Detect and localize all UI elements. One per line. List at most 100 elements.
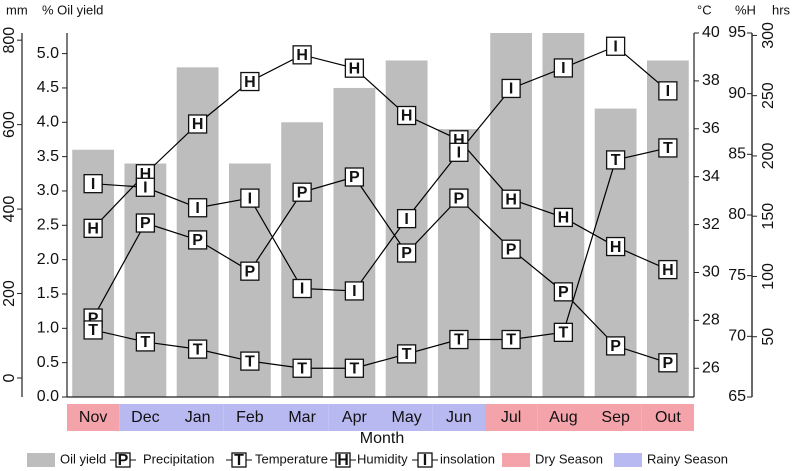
marker-letter: T xyxy=(245,353,255,370)
marker: P xyxy=(396,243,417,263)
season-cell xyxy=(641,404,694,431)
season-cell xyxy=(589,404,642,431)
y4-axis-label: %H xyxy=(735,2,756,17)
marker-box xyxy=(658,81,678,101)
marker: P xyxy=(553,282,574,302)
marker-letter: H xyxy=(662,262,674,279)
legend-label: Dry Season xyxy=(535,451,603,466)
marker-letter: I xyxy=(423,452,427,469)
marker-letter: T xyxy=(297,360,307,377)
marker-box xyxy=(449,188,469,208)
marker: P xyxy=(605,336,626,356)
marker-letter: H xyxy=(337,452,349,469)
marker-letter: T xyxy=(349,360,359,377)
marker: I xyxy=(449,142,469,162)
marker: H xyxy=(344,58,365,78)
legend-swatch xyxy=(27,453,55,467)
y-tick-label: 0.0 xyxy=(37,388,59,405)
season-cell xyxy=(119,404,172,431)
marker: H xyxy=(292,45,312,65)
marker: I xyxy=(417,452,433,469)
marker: T xyxy=(605,150,626,170)
y4-tick-label: 65 xyxy=(728,388,746,405)
marker: P xyxy=(344,167,365,187)
marker-letter: I xyxy=(352,283,356,300)
marker-box xyxy=(553,322,574,342)
y2-tick-label: 200 xyxy=(1,280,18,307)
marker-box xyxy=(83,218,103,238)
marker-box xyxy=(605,36,626,56)
marker: T xyxy=(187,339,208,359)
x-tick-label: Apr xyxy=(342,409,368,426)
marker-box xyxy=(605,150,626,170)
marker-letter: I xyxy=(613,38,617,55)
legend-label: Temperature xyxy=(255,451,328,466)
y3-tick-label: 30 xyxy=(702,264,720,281)
marker-letter: T xyxy=(140,334,150,351)
y3-tick-label: 40 xyxy=(702,24,720,41)
marker-box xyxy=(231,452,247,468)
marker-box xyxy=(335,452,351,468)
legend-swatch xyxy=(614,453,642,467)
marker-letter: H xyxy=(244,74,256,91)
season-cell xyxy=(223,404,276,431)
marker-box xyxy=(553,58,574,78)
marker-letter: H xyxy=(558,210,570,227)
y3-tick-label: 34 xyxy=(702,168,720,185)
marker-letter: I xyxy=(404,211,408,228)
marker-letter: H xyxy=(610,239,622,256)
season-cell xyxy=(67,404,120,431)
marker-box xyxy=(344,281,365,301)
y3-tick-label: 32 xyxy=(702,216,720,233)
bar xyxy=(437,129,480,397)
marker-box xyxy=(240,188,260,208)
y5-tick-label: 300 xyxy=(760,22,777,49)
marker-box xyxy=(344,358,365,378)
marker-letter: I xyxy=(91,176,95,193)
x-tick-label: Sep xyxy=(601,409,630,426)
marker-letter: P xyxy=(663,355,674,372)
marker-letter: I xyxy=(509,81,513,98)
y-tick-label: 1.0 xyxy=(37,320,59,337)
marker-letter: H xyxy=(296,47,308,64)
y-tick-label: 4.0 xyxy=(37,114,59,131)
x-tick-label: Feb xyxy=(236,409,264,426)
marker-letter: T xyxy=(234,452,244,469)
marker-letter: P xyxy=(297,184,308,201)
marker-letter: P xyxy=(454,190,465,207)
y4-tick-label: 80 xyxy=(728,206,746,223)
y-axis-label: % Oil yield xyxy=(42,2,103,17)
marker: H xyxy=(83,218,103,238)
marker-letter: I xyxy=(248,190,252,207)
legend-label: Oil yield xyxy=(60,451,106,466)
marker-letter: T xyxy=(506,332,516,349)
marker-box xyxy=(187,114,208,134)
x-tick-label: Aug xyxy=(549,409,577,426)
y4-tick-label: 85 xyxy=(728,146,746,163)
marker: H xyxy=(501,189,521,209)
marker: H xyxy=(240,71,260,92)
marker-box xyxy=(240,261,260,281)
y2-tick-label: 400 xyxy=(1,196,18,223)
marker-letter: I xyxy=(666,83,670,100)
marker-letter: I xyxy=(300,281,304,298)
marker: P xyxy=(135,213,156,233)
legend-label: insolation xyxy=(440,451,495,466)
x-tick-label: Mar xyxy=(288,409,316,426)
season-cell xyxy=(328,404,381,431)
marker-box xyxy=(605,236,626,257)
y4-tick-label: 75 xyxy=(728,267,746,284)
marker-box xyxy=(449,329,469,350)
marker-box xyxy=(292,358,312,378)
marker-letter: I xyxy=(195,200,199,217)
marker: T xyxy=(553,322,574,342)
marker-box xyxy=(292,182,312,202)
y-tick-label: 5.0 xyxy=(37,45,59,62)
y-tick-label: 0.5 xyxy=(37,354,59,371)
marker-letter: T xyxy=(402,346,412,363)
y2-tick-label: 0 xyxy=(1,373,18,382)
season-cell xyxy=(171,404,224,431)
x-tick-label: Jul xyxy=(501,409,521,426)
marker: I xyxy=(553,58,574,78)
marker-letter: P xyxy=(610,338,621,355)
